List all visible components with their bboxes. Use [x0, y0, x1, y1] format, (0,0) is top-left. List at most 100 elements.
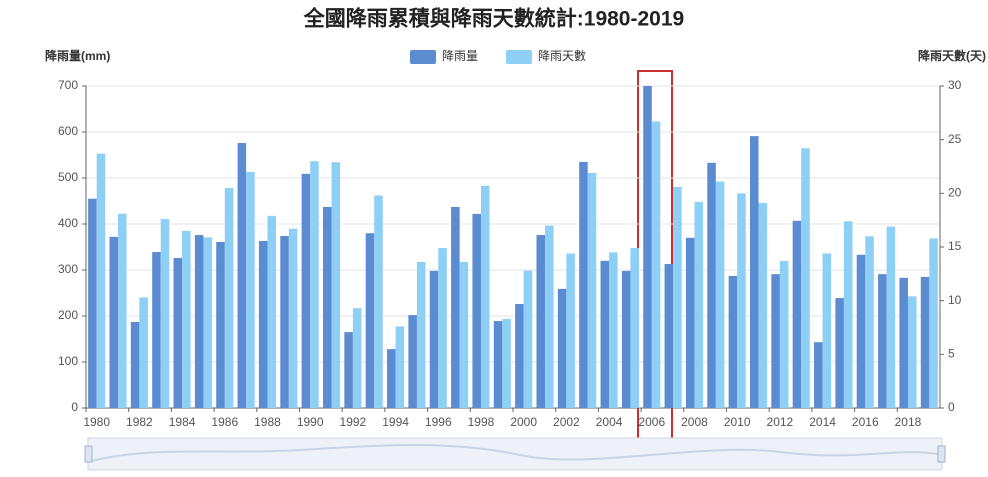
- bar: [429, 270, 439, 408]
- bar: [822, 253, 832, 408]
- y-tick-label: 100: [58, 354, 78, 368]
- bar: [758, 202, 768, 408]
- bar: [480, 185, 490, 408]
- bar: [609, 252, 618, 408]
- y2-tick-label: 5: [948, 347, 955, 361]
- bar: [280, 235, 289, 408]
- x-tick-label: 2004: [596, 415, 623, 429]
- x-tick-label: 1990: [297, 415, 324, 429]
- bar: [920, 276, 930, 408]
- bar: [664, 264, 674, 408]
- x-tick-label: 2002: [553, 415, 580, 429]
- bar: [694, 201, 704, 408]
- bar: [600, 260, 610, 408]
- x-tick-label: 1998: [468, 415, 495, 429]
- x-tick-label: 2010: [724, 415, 751, 429]
- bar: [630, 248, 639, 408]
- bar: [899, 277, 908, 408]
- bar: [408, 315, 417, 408]
- x-tick-label: 1994: [382, 415, 409, 429]
- bar: [246, 171, 255, 408]
- y2-tick-label: 20: [948, 186, 962, 200]
- bar: [835, 298, 844, 408]
- bar: [673, 186, 682, 408]
- bar: [587, 172, 597, 408]
- bar: [715, 181, 725, 408]
- x-tick-label: 1986: [211, 415, 238, 429]
- zoom-handle-left[interactable]: [84, 445, 93, 463]
- bar: [843, 221, 853, 408]
- y-tick-label: 300: [58, 262, 78, 276]
- bar: [536, 235, 546, 408]
- y2-tick-label: 30: [948, 78, 962, 92]
- y2-tick-label: 0: [948, 400, 955, 414]
- x-tick-label: 1980: [83, 415, 110, 429]
- bar: [365, 233, 375, 408]
- bar: [416, 262, 426, 408]
- bar: [438, 248, 447, 408]
- bar: [886, 226, 896, 408]
- bar: [395, 326, 405, 408]
- zoom-handle-right[interactable]: [937, 445, 946, 463]
- chart-title: 全國降雨累積與降雨天數統計:1980-2019: [303, 7, 684, 31]
- y2-axis-title: 降雨天數(天): [918, 48, 986, 63]
- bar: [566, 253, 575, 408]
- bar: [737, 193, 746, 408]
- y-tick-label: 200: [58, 308, 78, 322]
- bar: [651, 121, 661, 409]
- x-tick-label: 1996: [425, 415, 452, 429]
- bar: [749, 136, 759, 408]
- bar: [779, 260, 789, 408]
- bar: [707, 162, 716, 408]
- bar: [182, 230, 191, 408]
- bar: [118, 213, 127, 408]
- bar: [224, 187, 234, 408]
- legend-swatch: [506, 50, 533, 64]
- bar: [301, 173, 311, 408]
- bar: [130, 321, 140, 408]
- bar: [203, 237, 212, 408]
- y-tick-label: 700: [58, 78, 78, 92]
- x-tick-label: 1982: [126, 415, 153, 429]
- bar: [152, 252, 161, 408]
- bar: [451, 206, 460, 408]
- bar: [331, 162, 341, 408]
- bar: [621, 270, 631, 408]
- x-tick-label: 2008: [681, 415, 708, 429]
- bar: [502, 318, 511, 408]
- y2-tick-label: 10: [948, 293, 962, 307]
- bar: [523, 270, 533, 408]
- x-tick-label: 2006: [638, 415, 665, 429]
- bar: [374, 195, 383, 408]
- bar: [237, 143, 247, 409]
- bar: [545, 225, 554, 408]
- bar: [288, 228, 298, 408]
- bar: [814, 342, 823, 408]
- x-tick-label: 1988: [254, 415, 281, 429]
- bar: [88, 198, 97, 408]
- bar: [267, 215, 277, 408]
- x-tick-label: 1984: [169, 415, 196, 429]
- bar: [579, 161, 588, 408]
- bar: [387, 349, 396, 408]
- bar: [258, 241, 268, 408]
- x-tick-label: 2018: [895, 415, 922, 429]
- bar: [728, 275, 738, 408]
- bar: [557, 288, 567, 408]
- bar: [310, 161, 319, 408]
- bar: [792, 220, 802, 408]
- bar: [194, 235, 204, 408]
- bar: [771, 274, 780, 408]
- legend-label: 降雨量: [442, 49, 478, 63]
- y-tick-label: 500: [58, 170, 78, 184]
- bar: [856, 254, 866, 408]
- y2-tick-label: 25: [948, 132, 962, 146]
- legend-label: 降雨天數: [538, 49, 586, 63]
- bar: [685, 237, 695, 408]
- zoom-preview: [87, 444, 943, 463]
- bar: [344, 332, 353, 408]
- bar: [493, 321, 503, 408]
- bar: [865, 236, 874, 408]
